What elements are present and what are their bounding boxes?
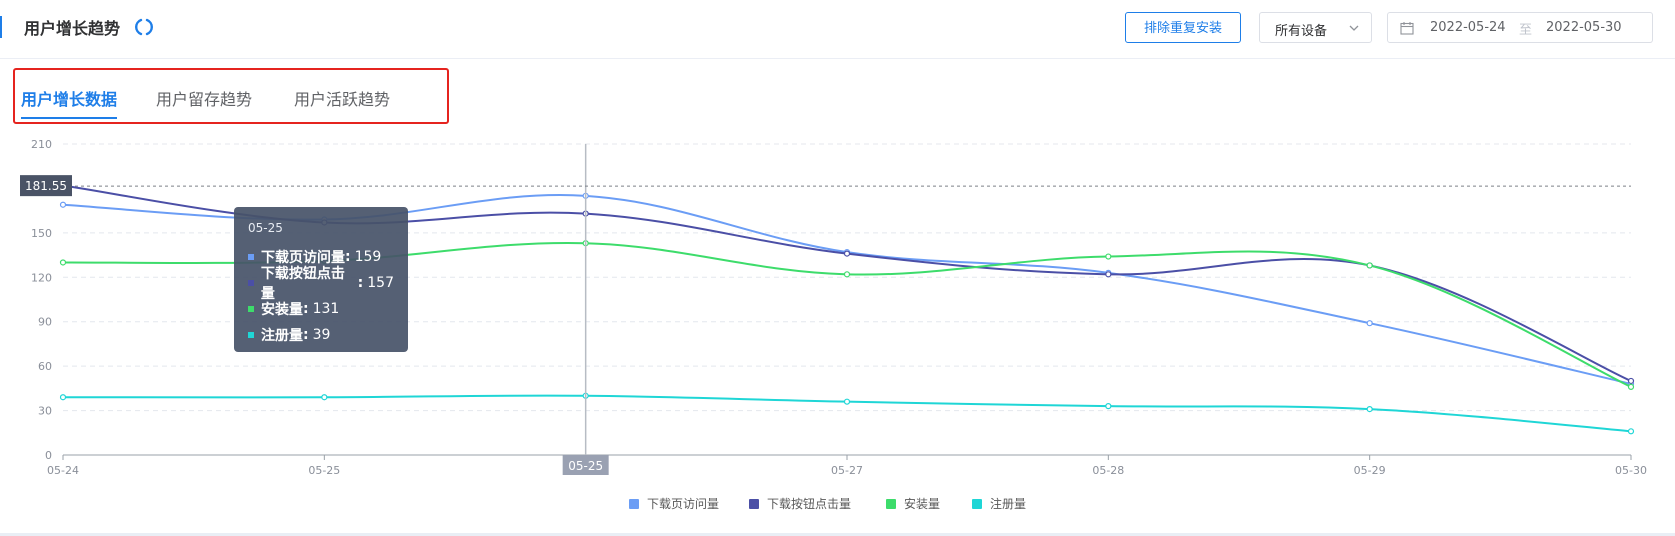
legend-label: 注册量: [990, 496, 1026, 511]
date-range-separator: 至: [1519, 23, 1533, 38]
title-accent-bar: [0, 16, 2, 38]
calendar-icon: [1400, 22, 1414, 35]
x-tick-label: 05-30: [1615, 464, 1647, 477]
legend-item[interactable]: 注册量: [972, 496, 1026, 511]
x-tick-label: 05-25: [308, 464, 340, 477]
device-select-value: 所有设备: [1275, 24, 1328, 39]
y-tick-label: 120: [31, 271, 52, 284]
data-point: [321, 394, 328, 401]
tooltip-series-marker: [248, 254, 254, 260]
chart-tooltip: 05-25 下载页访问量: 159 下载按钮点击量: 157 安装量: 131 …: [234, 207, 408, 352]
tab-user-activity-trend[interactable]: 用户活跃趋势: [294, 90, 391, 109]
tooltip-series-marker: [248, 280, 254, 286]
device-select[interactable]: 所有设备: [1259, 12, 1372, 43]
page-title: 用户增长趋势: [24, 19, 121, 38]
tab-user-retention-trend[interactable]: 用户留存趋势: [156, 90, 253, 109]
exclude-duplicate-installs-button[interactable]: 排除重复安装: [1125, 12, 1241, 43]
refresh-icon[interactable]: [134, 17, 154, 37]
legend-swatch: [886, 499, 896, 509]
data-point: [843, 271, 851, 278]
data-point: [1366, 405, 1373, 413]
y-tick-label: 0: [45, 449, 52, 462]
data-point: [1366, 262, 1373, 269]
legend-swatch: [629, 499, 639, 509]
data-point: [1105, 253, 1112, 260]
data-point: [1105, 271, 1112, 278]
x-tick-label: 05-27: [831, 464, 863, 477]
legend-label: 下载按钮点击量: [767, 496, 851, 511]
x-tick-label: 05-28: [1092, 464, 1124, 477]
legend-item[interactable]: 下载按钮点击量: [749, 496, 851, 511]
tooltip-row: 下载按钮点击量: 157: [248, 266, 394, 302]
data-point: [1627, 428, 1635, 435]
header-bar: [0, 0, 1675, 59]
y-tick-label: 150: [31, 227, 52, 240]
start-date-input[interactable]: 2022-05-24: [1430, 20, 1506, 35]
data-point: [843, 250, 851, 257]
tooltip-row: 注册量: 39: [248, 322, 394, 348]
tooltip-series-name: 安装量: [261, 302, 303, 318]
legend-swatch: [972, 499, 982, 509]
data-point: [59, 201, 67, 208]
y-tick-label: 30: [38, 405, 52, 418]
data-point: [1627, 377, 1635, 385]
data-point: [843, 398, 851, 405]
tooltip-series-value: 39: [312, 327, 331, 343]
tab-user-growth-data[interactable]: 用户增长数据: [21, 90, 118, 109]
legend-item[interactable]: 安装量: [886, 496, 940, 511]
x-tick-label: 05-29: [1354, 464, 1386, 477]
legend-item[interactable]: 下载页访问量: [629, 497, 719, 511]
tooltip-row: 安装量: 131: [248, 296, 394, 322]
active-tab-indicator: [21, 117, 117, 119]
data-point: [59, 394, 67, 401]
tabs-highlight-box: 用户增长数据 用户留存趋势 用户活跃趋势: [13, 68, 449, 124]
tooltip-title: 05-25: [248, 221, 283, 235]
x-tick-label: 05-24: [47, 464, 79, 477]
end-date-input[interactable]: 2022-05-30: [1546, 20, 1622, 35]
data-point: [59, 259, 67, 266]
data-point: [1105, 403, 1112, 410]
crosshair-x-label: 05-25: [568, 459, 603, 473]
tooltip-series-value: 157: [367, 275, 394, 291]
chevron-down-icon: [1349, 25, 1359, 31]
data-point: [1627, 383, 1635, 390]
crosshair-y-label: 181.55: [25, 179, 67, 193]
date-range-picker[interactable]: 2022-05-24 至 2022-05-30: [1387, 12, 1653, 43]
tooltip-series-name: 下载页访问量: [261, 250, 345, 266]
tooltip-series-marker: [248, 332, 254, 338]
y-tick-label: 90: [38, 316, 52, 329]
tooltip-row: 下载页访问量: 159: [248, 244, 394, 270]
tooltip-series-value: 131: [312, 301, 340, 317]
legend-swatch: [749, 499, 759, 509]
y-tick-label: 210: [31, 138, 52, 151]
tooltip-series-name: 下载按钮点击量: [260, 266, 345, 302]
tooltip-series-name: 注册量: [261, 328, 303, 344]
y-tick-label: 60: [38, 360, 52, 373]
legend-label: 下载页访问量: [647, 497, 719, 511]
crosshair-x-label-box: [562, 455, 609, 475]
data-point: [1366, 320, 1373, 327]
tooltip-series-marker: [248, 306, 254, 312]
legend-label: 安装量: [904, 496, 940, 511]
crosshair-y-label-box: [20, 175, 72, 197]
tooltip-series-value: 159: [354, 249, 382, 265]
bottom-divider: [0, 533, 1675, 536]
